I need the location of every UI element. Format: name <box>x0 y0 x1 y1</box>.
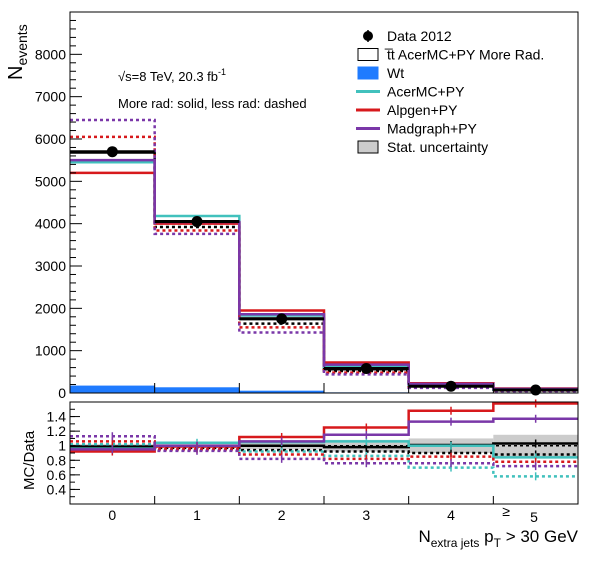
data-point <box>530 384 542 396</box>
main-y-axis-label: Nevents <box>5 24 30 80</box>
ratio-madgraph_less-line <box>70 434 578 468</box>
x-tick-label: 1 <box>193 507 201 523</box>
x-tick-label: 3 <box>362 507 370 523</box>
ratio-y-tick-label: 0.4 <box>47 481 67 497</box>
legend-wt-label: Wt <box>387 65 404 81</box>
x-tick-label: 2 <box>278 507 286 523</box>
main-y-tick-label: 0 <box>58 385 66 401</box>
main-plot: 0 1000 2000 3000 4000 5000 6000 7000 8000 <box>35 11 579 401</box>
legend-data-label: Data 2012 <box>387 28 452 44</box>
data-point <box>106 146 118 158</box>
main-y-tick-label: 2000 <box>35 300 66 316</box>
wt-bar <box>154 387 240 393</box>
main-y-tick-label: 5000 <box>35 173 66 189</box>
ratio-plot: 0.40.60.811.21.4 <box>47 399 579 505</box>
ratio-x-ticks <box>154 496 494 504</box>
legend-alpgen-label: Alpgen+PY <box>387 102 458 118</box>
wt-bar <box>70 385 155 393</box>
legend-wt-swatch <box>357 66 379 80</box>
data-point <box>445 380 457 392</box>
main-y-tick-label: 7000 <box>35 89 66 105</box>
main-plot-content <box>70 118 578 396</box>
ratio-plot-content <box>70 399 578 481</box>
x-tick-label: 4 <box>447 507 455 523</box>
legend-ttbar-swatch <box>357 48 379 61</box>
wt-bar <box>239 390 324 393</box>
main-y-tick-label: 1000 <box>35 343 66 359</box>
x-tick-label: 0 <box>108 507 116 523</box>
main-x-ticks <box>154 383 494 393</box>
ratio-y-axis: 0.40.60.811.21.4 <box>47 409 80 497</box>
ratio-madgraph_more-line <box>70 417 578 451</box>
ratio-y-axis-label: MC/Data <box>21 430 38 490</box>
x-tick-labels: 0 1 2 3 4 ≥5 <box>108 503 538 525</box>
x-axis-label: Nextra jets pT > 30 GeV <box>418 527 578 550</box>
ratio-y-tick-label: 0.8 <box>47 452 67 468</box>
ratio-y-tick-label: 1.2 <box>47 423 67 439</box>
main-y-tick-label: 3000 <box>35 258 66 274</box>
legend-ttbar-label: t̅t AcerMC+PY More Rad. <box>384 47 545 63</box>
ratio-y-tick-label: 1 <box>58 438 66 454</box>
main-y-tick-label: 6000 <box>35 131 66 147</box>
legend-stat-swatch <box>357 140 379 154</box>
legend-madgraph-label: Madgraph+PY <box>387 121 478 137</box>
main-y-tick-label: 4000 <box>35 216 66 232</box>
data-point <box>360 362 372 374</box>
annotation-energy: √s=8 TeV, 20.3 fb-1 <box>118 67 226 84</box>
annotation-note: More rad: solid, less rad: dashed <box>118 96 307 111</box>
main-y-tick-label: 8000 <box>35 46 66 62</box>
ratio-y-tick-label: 0.6 <box>47 467 67 483</box>
x-tick-label-top: ≥ <box>502 503 510 519</box>
data-point <box>191 216 203 228</box>
data-point <box>276 313 288 325</box>
legend-acer-label: AcerMC+PY <box>387 84 465 100</box>
legend: Data 2012 t̅t AcerMC+PY More Rad. Wt AcerMC… <box>356 28 544 155</box>
ratio-y-tick-label: 1.4 <box>47 409 67 425</box>
x-tick-label-bottom: 5 <box>530 509 538 525</box>
main-y-axis: 0 1000 2000 3000 4000 5000 6000 7000 8000 <box>35 19 82 401</box>
legend-stat-label: Stat. uncertainty <box>387 139 488 155</box>
